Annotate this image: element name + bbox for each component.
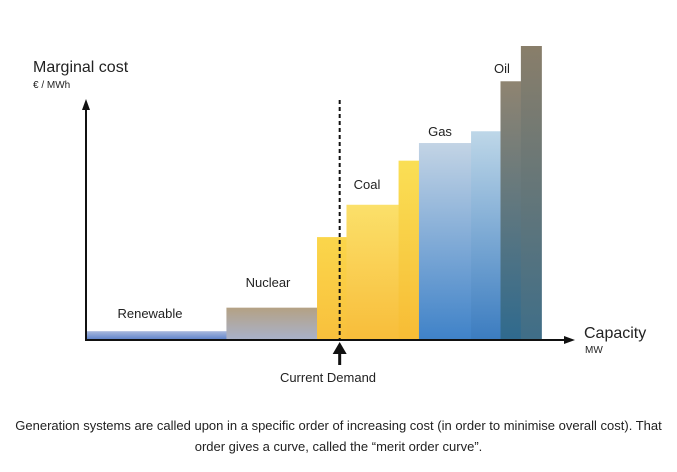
bar-oil-8 <box>520 46 542 340</box>
x-axis-unit: MW <box>585 345 603 356</box>
y-axis-arrowhead <box>82 99 90 110</box>
bar-coal-2 <box>317 237 348 340</box>
y-axis-title: Marginal cost <box>33 59 129 76</box>
figure-caption: Generation systems are called upon in a … <box>15 418 662 454</box>
group-label-oil: Oil <box>494 61 510 76</box>
y-axis-unit: € / MWh <box>33 80 70 91</box>
bar-renewable-0 <box>86 331 228 340</box>
bar-nuclear-1 <box>226 307 318 340</box>
bars-layer <box>86 46 542 340</box>
group-label-coal: Coal <box>354 177 381 192</box>
bar-coal-3 <box>346 204 400 340</box>
bar-gas-6 <box>471 131 502 340</box>
bar-gas-5 <box>418 143 472 340</box>
bar-oil-7 <box>500 81 522 340</box>
bar-coal-4 <box>398 160 420 340</box>
x-axis-title: Capacity <box>584 325 646 342</box>
x-axis-arrowhead <box>564 336 575 344</box>
merit-order-chart: Current Demand Marginal cost € / MWh Cap… <box>33 46 646 385</box>
group-label-gas: Gas <box>428 124 452 139</box>
current-demand-label: Current Demand <box>280 370 376 385</box>
current-demand-arrow-icon <box>332 342 347 354</box>
group-label-renewable: Renewable <box>117 306 182 321</box>
group-label-nuclear: Nuclear <box>246 275 291 290</box>
